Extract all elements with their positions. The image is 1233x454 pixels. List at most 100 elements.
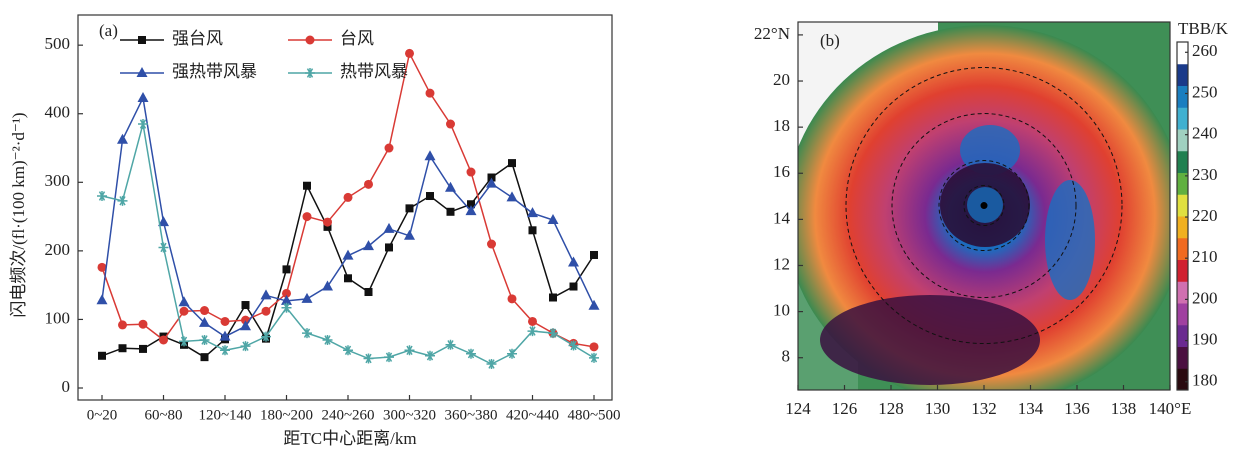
y-tick-label: 200 xyxy=(45,240,71,259)
data-point xyxy=(199,335,210,346)
colorbar-tick-label: 230 xyxy=(1192,165,1218,184)
colorbar-cell xyxy=(1177,129,1188,152)
y-tick-label: 10 xyxy=(773,301,790,320)
y-tick-label: 22°N xyxy=(754,24,790,43)
data-point xyxy=(303,181,311,190)
data-point xyxy=(342,249,354,260)
x-tick-label: 130 xyxy=(925,399,951,418)
data-point xyxy=(384,143,394,153)
range-circle xyxy=(963,185,1005,227)
y-tick-label: 16 xyxy=(773,162,790,181)
data-point xyxy=(219,330,231,341)
colorbar-cell xyxy=(1177,237,1188,260)
data-point xyxy=(281,294,292,305)
y-tick-label: 12 xyxy=(773,254,790,273)
data-point xyxy=(467,200,475,209)
range-circle xyxy=(845,67,1123,345)
data-point xyxy=(424,150,436,161)
satellite-image xyxy=(798,22,1170,390)
data-point xyxy=(97,191,107,202)
data-point xyxy=(405,204,414,213)
panel-label: (a) xyxy=(99,21,118,40)
series-line xyxy=(101,161,595,359)
data-point xyxy=(138,119,148,130)
data-point xyxy=(446,207,455,216)
data-point xyxy=(364,288,373,297)
data-point xyxy=(569,282,578,291)
x-axis-label: 距TC中心距离/km xyxy=(283,429,416,448)
data-point xyxy=(404,345,415,356)
data-point xyxy=(241,301,250,310)
data-point xyxy=(220,316,230,326)
data-point xyxy=(445,181,456,192)
data-point xyxy=(117,195,128,206)
data-point xyxy=(404,229,415,240)
colorbar-cell xyxy=(1177,259,1188,282)
legend-marker xyxy=(136,67,148,77)
data-point xyxy=(383,222,395,233)
colorbar-tick-label: 180 xyxy=(1192,371,1218,390)
x-tick-label: 180~200 xyxy=(260,407,313,423)
data-point xyxy=(506,191,518,202)
y-tick-label: 0 xyxy=(62,377,71,396)
data-point xyxy=(446,119,455,129)
data-point xyxy=(528,316,537,326)
y-tick-label: 8 xyxy=(782,347,791,366)
y-tick-label: 100 xyxy=(45,308,71,327)
range-circle xyxy=(891,113,1077,299)
data-point xyxy=(568,256,579,267)
x-tick-label: 120~140 xyxy=(198,407,251,423)
data-point xyxy=(527,326,538,337)
legend-marker xyxy=(138,36,146,44)
data-point xyxy=(549,293,557,302)
data-point xyxy=(589,352,599,363)
data-point xyxy=(117,133,128,144)
data-point xyxy=(323,217,332,227)
data-point xyxy=(486,359,497,370)
data-point xyxy=(282,265,291,274)
data-point xyxy=(179,306,189,316)
data-point xyxy=(343,345,353,356)
data-point xyxy=(240,320,251,331)
y-tick-label: 500 xyxy=(45,34,71,53)
data-point xyxy=(466,348,476,359)
data-point xyxy=(568,340,579,351)
colorbar-tick-label: 240 xyxy=(1192,124,1218,143)
data-point xyxy=(588,299,600,310)
data-point xyxy=(466,167,476,177)
data-point xyxy=(590,250,598,259)
colorbar-cell xyxy=(1177,172,1188,195)
plot-frame xyxy=(77,14,613,401)
data-point xyxy=(302,328,312,339)
data-point xyxy=(200,306,209,316)
data-point xyxy=(137,91,149,102)
colorbar-frame xyxy=(1176,41,1189,391)
data-point xyxy=(302,212,312,222)
x-tick-label: 138 xyxy=(1111,399,1137,418)
x-tick-label: 360~380 xyxy=(444,407,497,423)
data-point xyxy=(344,274,352,283)
x-tick-label: 0~20 xyxy=(87,407,118,423)
data-point xyxy=(323,222,332,231)
data-point xyxy=(199,316,210,327)
y-tick-label: 18 xyxy=(773,116,790,135)
data-point xyxy=(97,262,107,272)
storm-center xyxy=(980,202,988,210)
data-point xyxy=(343,192,353,202)
colorbar-cell xyxy=(1177,194,1188,217)
series-line xyxy=(101,123,595,365)
panel-label: (b) xyxy=(820,31,840,50)
data-point xyxy=(445,339,456,350)
x-tick-label: 300~320 xyxy=(383,407,436,423)
x-tick-label: 420~440 xyxy=(506,407,559,423)
data-point xyxy=(527,207,538,218)
x-tick-label: 480~500 xyxy=(567,407,620,423)
x-tick-label: 136 xyxy=(1064,399,1090,418)
data-point xyxy=(220,345,230,356)
colorbar-cell xyxy=(1177,107,1188,130)
data-point xyxy=(118,320,127,330)
data-point xyxy=(547,214,559,225)
data-point xyxy=(98,351,106,360)
data-point xyxy=(425,350,435,361)
